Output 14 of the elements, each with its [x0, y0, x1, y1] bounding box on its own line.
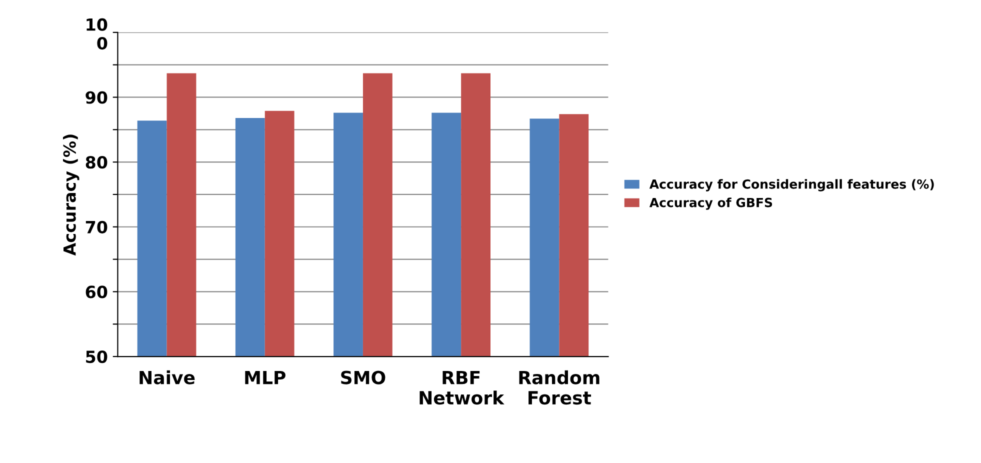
x-tick-label: MLP — [245, 370, 286, 384]
y-tick-label: 80 — [86, 156, 108, 169]
y-tick-label: 10 0 — [86, 18, 108, 50]
x-tick-label: Naive — [140, 370, 195, 384]
x-tick-label: RBF Network — [420, 370, 504, 405]
x-tick-label: Random Forest — [519, 370, 600, 405]
y-tick-label: 90 — [86, 91, 108, 104]
legend-label: Accuracy for Consideringall features (%) — [649, 179, 934, 192]
y-tick-label: 50 — [86, 350, 108, 364]
y-tick-label: 60 — [86, 286, 108, 298]
y-tick-label: 70 — [86, 220, 108, 234]
x-tick-label: SMO — [341, 370, 386, 384]
y-axis-title: Accuracy (%) — [63, 134, 80, 256]
legend-label: Accuracy of GBFS — [649, 198, 772, 210]
